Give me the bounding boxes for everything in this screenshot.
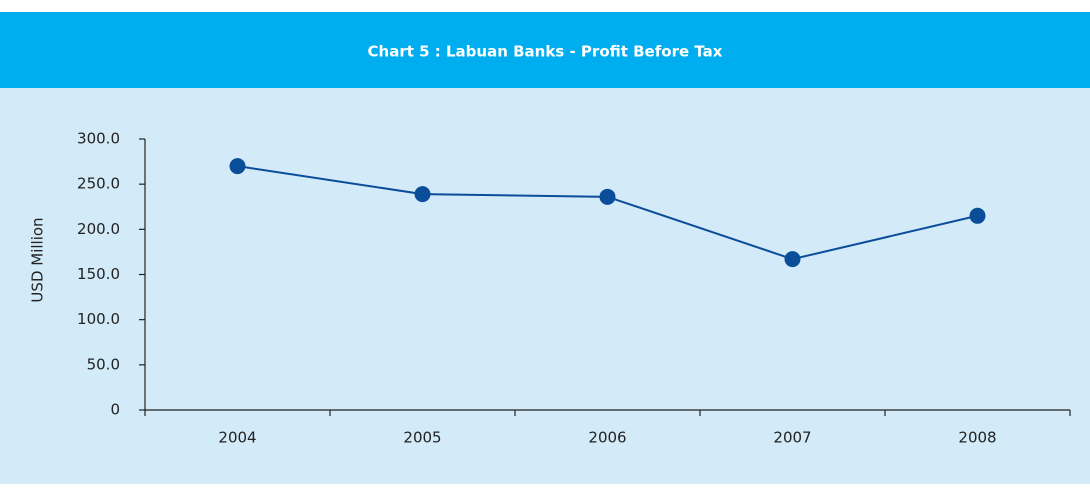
plot-background	[0, 88, 1090, 484]
x-tick-label: 2007	[773, 429, 811, 447]
x-tick-label: 2005	[403, 429, 441, 447]
y-tick-label: 50.0	[87, 355, 120, 373]
data-point	[414, 186, 431, 203]
data-point	[969, 207, 986, 224]
y-axis-label: USD Million	[29, 217, 47, 302]
data-point	[229, 158, 246, 175]
x-tick-label: 2006	[588, 429, 626, 447]
x-tick-label: 2008	[958, 429, 996, 447]
chart-title: Chart 5 : Labuan Banks - Profit Before T…	[368, 43, 723, 61]
y-tick-label: 0	[110, 401, 120, 419]
y-tick-label: 150.0	[77, 265, 120, 283]
y-tick-label: 100.0	[77, 310, 120, 328]
y-tick-label: 300.0	[77, 130, 120, 148]
data-point	[784, 251, 801, 268]
header-band	[0, 12, 1090, 88]
data-point	[599, 188, 616, 205]
y-tick-label: 200.0	[77, 220, 120, 238]
x-tick-label: 2004	[218, 429, 256, 447]
y-tick-label: 250.0	[77, 175, 120, 193]
